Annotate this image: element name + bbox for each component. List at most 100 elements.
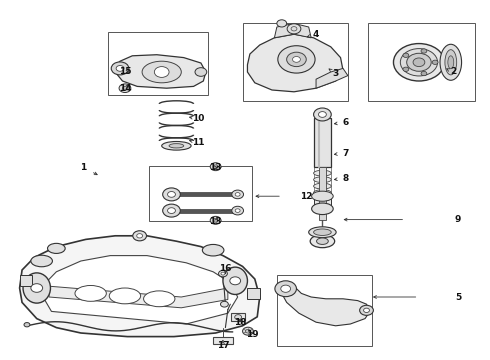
- Bar: [149, 166, 252, 221]
- Circle shape: [213, 165, 218, 168]
- Text: 6: 6: [343, 118, 348, 127]
- Text: 11: 11: [192, 138, 205, 147]
- Text: 8: 8: [343, 174, 348, 183]
- Circle shape: [235, 193, 240, 196]
- Text: 14: 14: [119, 84, 131, 93]
- Ellipse shape: [202, 244, 224, 256]
- Ellipse shape: [440, 44, 462, 80]
- Text: 9: 9: [455, 215, 462, 224]
- Circle shape: [275, 281, 296, 297]
- Circle shape: [163, 188, 180, 201]
- Circle shape: [122, 86, 127, 90]
- Circle shape: [24, 323, 30, 327]
- Circle shape: [291, 27, 297, 31]
- Ellipse shape: [317, 238, 328, 244]
- Circle shape: [393, 44, 444, 81]
- Ellipse shape: [144, 291, 175, 307]
- Circle shape: [314, 108, 331, 121]
- Text: 5: 5: [455, 292, 461, 302]
- Circle shape: [220, 301, 228, 307]
- Ellipse shape: [314, 190, 331, 195]
- Bar: [213, 337, 233, 344]
- Polygon shape: [247, 288, 260, 299]
- Circle shape: [230, 277, 241, 285]
- Circle shape: [245, 329, 250, 333]
- Text: 2: 2: [450, 68, 456, 77]
- Circle shape: [421, 49, 427, 53]
- Ellipse shape: [314, 170, 331, 176]
- Circle shape: [360, 305, 373, 315]
- Ellipse shape: [310, 235, 335, 248]
- Ellipse shape: [31, 255, 52, 267]
- Ellipse shape: [312, 203, 333, 215]
- Circle shape: [221, 272, 225, 275]
- Circle shape: [163, 204, 180, 217]
- Circle shape: [168, 192, 175, 197]
- Text: 3: 3: [333, 69, 339, 78]
- Text: 10: 10: [192, 114, 205, 123]
- Text: 1: 1: [80, 163, 86, 172]
- Circle shape: [137, 234, 143, 238]
- Circle shape: [111, 62, 129, 75]
- Circle shape: [119, 84, 131, 93]
- Bar: [368, 23, 475, 101]
- Ellipse shape: [223, 267, 247, 294]
- Circle shape: [432, 60, 438, 64]
- Polygon shape: [44, 256, 238, 324]
- Ellipse shape: [312, 191, 333, 201]
- Polygon shape: [20, 236, 260, 337]
- Polygon shape: [115, 55, 206, 88]
- Polygon shape: [279, 283, 370, 326]
- Bar: [314, 196, 331, 205]
- Circle shape: [287, 24, 301, 34]
- Bar: [277, 275, 372, 346]
- Bar: [314, 118, 331, 167]
- Ellipse shape: [109, 288, 141, 304]
- Ellipse shape: [314, 177, 331, 183]
- Circle shape: [403, 67, 409, 71]
- Circle shape: [210, 163, 221, 171]
- Circle shape: [232, 190, 244, 199]
- Circle shape: [235, 209, 240, 212]
- Circle shape: [421, 71, 427, 76]
- Circle shape: [293, 57, 300, 62]
- Polygon shape: [49, 286, 228, 308]
- Bar: [243, 23, 348, 101]
- Ellipse shape: [23, 273, 50, 303]
- Circle shape: [400, 49, 438, 76]
- Circle shape: [232, 206, 244, 215]
- Text: 4: 4: [313, 30, 319, 39]
- Polygon shape: [316, 68, 348, 88]
- Ellipse shape: [162, 141, 191, 150]
- Polygon shape: [20, 275, 32, 286]
- Polygon shape: [274, 23, 311, 38]
- Text: 7: 7: [342, 149, 349, 158]
- Circle shape: [403, 53, 409, 58]
- Circle shape: [210, 216, 221, 224]
- Text: 15: 15: [119, 68, 131, 77]
- Text: 13: 13: [209, 217, 222, 226]
- Circle shape: [364, 308, 369, 312]
- Circle shape: [235, 315, 242, 320]
- Circle shape: [278, 46, 315, 73]
- Circle shape: [154, 67, 169, 77]
- Ellipse shape: [448, 56, 454, 69]
- Circle shape: [407, 53, 431, 71]
- Circle shape: [287, 52, 306, 67]
- Text: 13: 13: [209, 163, 222, 172]
- Ellipse shape: [314, 183, 331, 189]
- Ellipse shape: [314, 229, 331, 235]
- Circle shape: [318, 112, 326, 117]
- Text: 18: 18: [234, 318, 246, 327]
- Text: 19: 19: [246, 330, 259, 339]
- Polygon shape: [247, 34, 343, 92]
- Circle shape: [116, 66, 124, 71]
- Circle shape: [413, 58, 425, 67]
- Ellipse shape: [48, 243, 65, 253]
- Circle shape: [195, 68, 207, 76]
- Bar: [231, 313, 245, 321]
- Ellipse shape: [75, 285, 106, 301]
- Ellipse shape: [169, 144, 184, 148]
- Circle shape: [168, 208, 175, 213]
- Circle shape: [31, 284, 43, 292]
